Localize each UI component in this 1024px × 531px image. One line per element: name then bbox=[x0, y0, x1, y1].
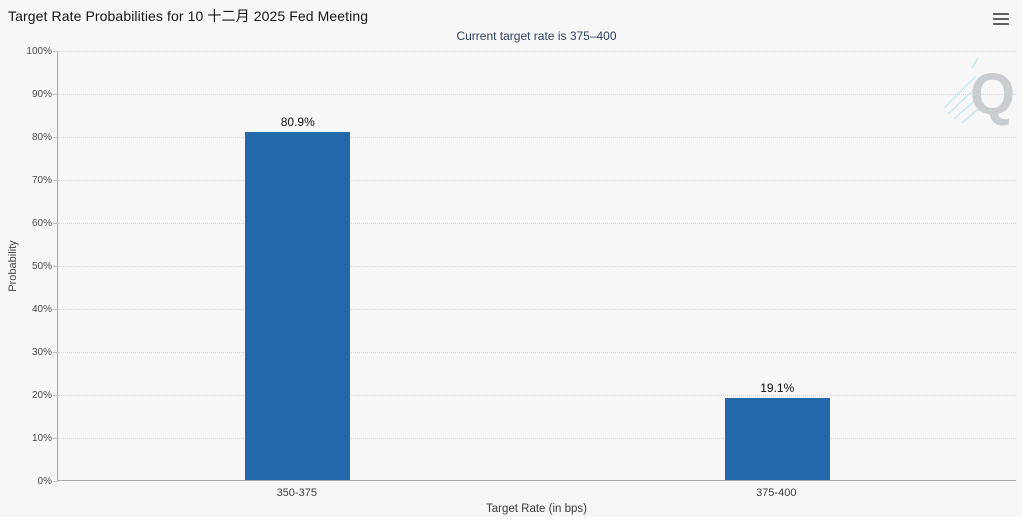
data-label-350-375: 80.9% bbox=[280, 115, 315, 130]
x-axis-label-375-400: 375-400 bbox=[756, 487, 797, 499]
x-axis-label-350-375: 350-375 bbox=[276, 487, 317, 499]
y-axis-tick bbox=[53, 309, 58, 310]
gridline-30% bbox=[58, 352, 1016, 353]
gridline-90% bbox=[58, 94, 1016, 95]
gridline-20% bbox=[58, 395, 1016, 396]
y-axis-label-20%: 20% bbox=[31, 390, 52, 401]
y-axis-tick bbox=[53, 51, 58, 52]
y-axis-label-70%: 70% bbox=[31, 175, 52, 186]
y-axis-tick bbox=[53, 481, 58, 482]
gridline-80% bbox=[58, 137, 1016, 138]
y-axis-label-60%: 60% bbox=[31, 218, 52, 229]
y-axis-tick bbox=[53, 438, 58, 439]
chart-background bbox=[0, 0, 1022, 517]
y-axis-tick bbox=[53, 180, 58, 181]
bar-350-375[interactable] bbox=[245, 132, 351, 480]
y-axis-label-50%: 50% bbox=[31, 261, 52, 272]
chart-title: Target Rate Probabilities for 10 十二月 202… bbox=[8, 8, 369, 24]
gridline-100% bbox=[58, 51, 1016, 52]
y-axis-label-10%: 10% bbox=[31, 433, 52, 444]
y-axis-tick bbox=[53, 223, 58, 224]
y-axis-label-30%: 30% bbox=[31, 347, 52, 358]
y-axis-tick bbox=[53, 352, 58, 353]
gridline-70% bbox=[58, 180, 1016, 181]
y-axis-tick bbox=[53, 266, 58, 267]
y-axis-label-80%: 80% bbox=[31, 132, 52, 143]
hamburger-menu-icon[interactable] bbox=[990, 10, 1012, 28]
y-axis-tick bbox=[53, 137, 58, 138]
gridline-50% bbox=[58, 266, 1016, 267]
y-axis-label-100%: 100% bbox=[26, 46, 52, 57]
gridline-10% bbox=[58, 438, 1016, 439]
y-axis-label-0%: 0% bbox=[37, 476, 52, 487]
y-axis-tick bbox=[53, 395, 58, 396]
x-axis-title: Target Rate (in bps) bbox=[486, 503, 587, 515]
y-axis-label-90%: 90% bbox=[31, 89, 52, 100]
data-label-375-400: 19.1% bbox=[760, 380, 795, 395]
chart-subtitle: Current target rate is 375–400 bbox=[456, 29, 617, 43]
gridline-60% bbox=[58, 223, 1016, 224]
bar-375-400[interactable] bbox=[724, 397, 830, 480]
gridline-40% bbox=[58, 309, 1016, 310]
y-axis-label-40%: 40% bbox=[31, 304, 52, 315]
plot-area: 80.9% 19.1% bbox=[53, 51, 1016, 482]
y-axis-tick bbox=[53, 94, 58, 95]
